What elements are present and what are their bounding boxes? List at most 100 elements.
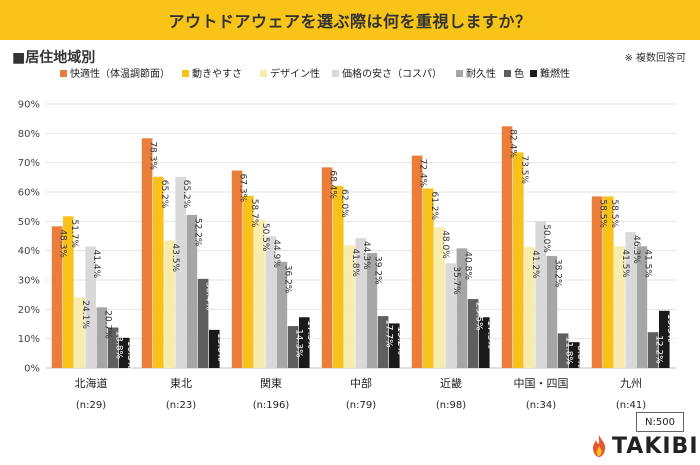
legend-label: 色 [514,67,524,80]
title-banner: アウトドアウェアを選ぶ際は何を重視しますか？ [0,0,700,40]
x-tick-label: 近畿 [440,376,462,390]
data-label: 50.0% [541,224,551,253]
brand-name: TAKIBI [612,433,699,459]
bar [456,248,468,368]
bar [186,214,198,368]
bar [591,196,603,368]
y-tick-label: 80% [18,129,40,140]
legend-label: 動きやすさ [192,67,242,80]
data-label: 72.4% [418,159,428,188]
bar [231,170,243,368]
data-label: 17.7% [384,319,394,348]
y-tick-label: 40% [18,246,40,257]
bar [557,333,569,368]
y-tick-label: 60% [18,188,40,199]
legend-label: 快適性（体温調節面） [70,67,170,80]
x-tick-sublabel: (n:34) [526,400,556,411]
data-label: 17.3% [305,320,315,349]
data-label: 40.8% [462,251,472,280]
data-label: 58.7% [249,199,259,228]
bar [659,310,670,368]
x-tick-label: 関東 [260,377,282,390]
x-tick-sublabel: (n:23) [166,400,196,411]
bar [321,167,333,368]
bar [513,152,524,368]
bar [85,246,96,368]
data-label: 51.7% [69,219,79,248]
bar [411,155,423,368]
bar [175,176,186,368]
y-tick-label: 10% [18,334,40,345]
legend-swatch [332,70,339,77]
chart-title: アウトドアウェアを選ぶ際は何を重視しますか？ [168,12,532,31]
bar [569,342,580,368]
data-label: 78.3% [148,141,158,170]
bar [164,240,175,368]
data-label: 65.2% [181,180,191,209]
data-label: 52.2% [192,218,202,247]
bar [153,176,164,368]
data-label: 58.5% [598,199,608,228]
bar [445,263,456,368]
legend-swatch [60,70,67,77]
sample-size-box: N:500 [636,412,684,432]
bar [423,188,434,368]
bar [333,186,344,368]
y-axis-ticks: 0% 10% 20% 30% 40% 50% 60% 70% 80% 90% [18,100,40,375]
bar [524,247,535,368]
bar [625,232,636,368]
bar [96,307,108,368]
bar [366,253,378,368]
data-label: 38.2% [552,259,562,288]
data-label: 82.4% [508,129,518,158]
bar [479,317,490,368]
data-label: 41.5% [620,249,630,278]
bar [467,299,479,368]
legend-swatch [182,70,189,77]
data-label: 8.8% [575,345,585,368]
data-label: 68.4% [328,170,338,199]
legend-label: デザイン性 [270,67,320,80]
data-label: 24.1% [80,300,90,329]
data-label: 50.5% [260,223,270,252]
y-tick-label: 0% [24,364,40,375]
data-label: 39.2% [372,256,382,285]
x-tick-sublabel: (n:29) [76,400,106,411]
bar [74,297,85,368]
x-tick-sublabel: (n:196) [253,400,290,411]
bar [647,332,659,368]
data-label: 46.3% [631,235,641,264]
chart-subtitle: ■居住地域別 [12,50,96,66]
legend-label: 耐久性 [466,67,496,80]
data-label: 43.5% [170,243,180,272]
bar [636,246,648,368]
bar [141,138,153,368]
data-label: 44.9% [271,239,281,268]
bar [287,326,299,368]
y-tick-label: 90% [18,100,40,111]
bar [377,316,389,368]
data-label: 30.4% [204,282,214,311]
legend-swatch [260,70,267,77]
bar [63,216,74,368]
bar [501,126,513,368]
x-tick-label: 中国・四国 [514,377,569,390]
legend-swatch [456,70,463,77]
legend: 快適性（体温調節面） 動きやすさ デザイン性 価格の安さ（コスパ） 耐久性 色 難燃性 [60,67,570,80]
x-tick-label: 中部 [350,376,372,390]
data-labels: 48.3% 51.7% 24.1% 41.4% 20.7%13.8% 10.3% 78.3%… [58,129,675,370]
bar [209,329,220,368]
y-tick-label: 50% [18,217,40,228]
data-label: 61.2% [429,191,439,220]
bar [107,327,119,368]
y-tick-label: 70% [18,158,40,169]
data-label: 48.0% [440,230,450,259]
data-label: 44.3% [361,241,371,270]
legend-label: 難燃性 [540,67,570,80]
data-label: 13.8% [114,331,124,360]
data-label: 19.5% [665,314,675,343]
bar [389,323,400,368]
x-axis-ticks: 北海道 (n:29) 東北 (n:23) 関東 (n:196) 中部 (n:79) 近畿 (n:9… [75,376,647,411]
bar [51,226,63,368]
bar [299,317,310,368]
